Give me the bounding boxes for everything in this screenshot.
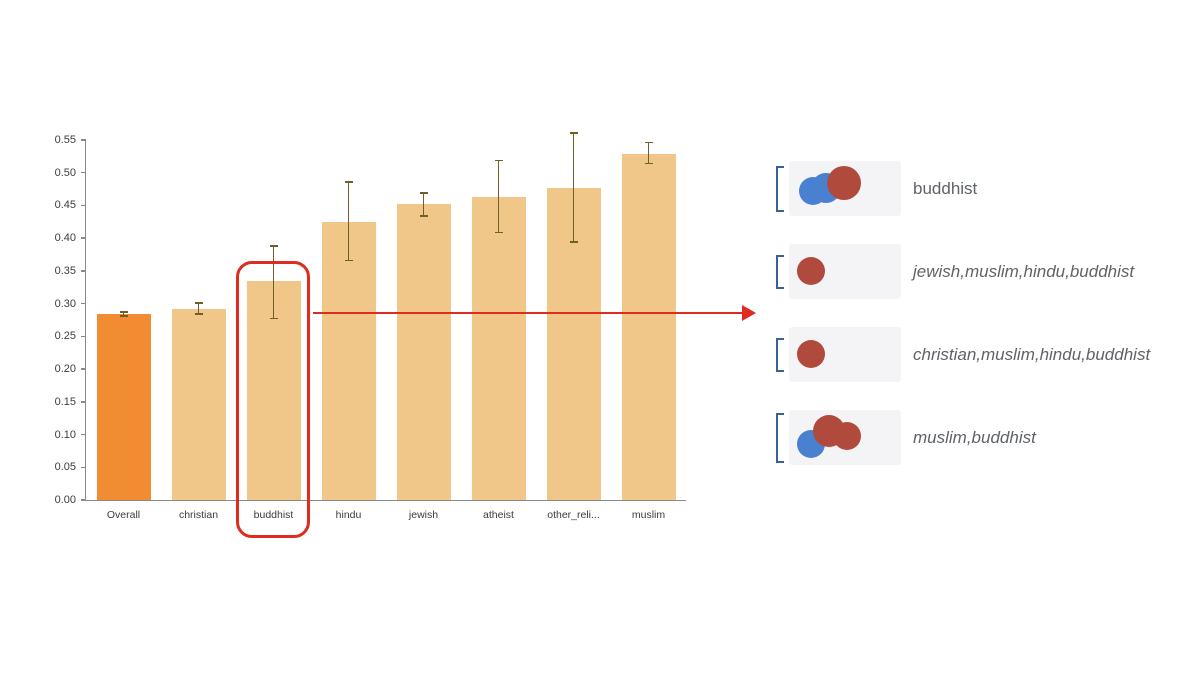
highlight-box	[235, 261, 310, 538]
cluster-label: christian,muslim,hindu,buddhist	[913, 344, 1151, 364]
error-bar	[347, 181, 350, 261]
y-tick-mark	[81, 466, 86, 469]
cluster-bracket-icon	[776, 165, 784, 212]
error-bar	[497, 160, 500, 233]
chart-bar-christian[interactable]	[171, 308, 226, 500]
x-tick-label-hindu: hindu	[335, 509, 362, 521]
y-tick-label: 0.00	[54, 494, 76, 506]
error-bar-cap	[494, 231, 503, 234]
cluster-dots-box	[789, 244, 901, 299]
y-tick-label: 0.55	[54, 134, 76, 146]
y-tick-label: 0.40	[54, 232, 76, 245]
error-bar-cap	[194, 302, 203, 304]
cluster-row-2[interactable]: christian,muslim,hindu,buddhist	[776, 327, 1150, 382]
cluster-bracket-icon	[776, 412, 784, 463]
cluster-dots-box	[789, 410, 901, 465]
y-tick-mark	[81, 139, 86, 141]
error-bar-cap	[569, 241, 578, 243]
y-tick-label: 0.05	[54, 461, 76, 474]
y-tick-label: 0.15	[54, 395, 76, 408]
error-bar	[122, 312, 125, 317]
error-bar-cap	[194, 313, 203, 315]
y-tick-mark	[81, 270, 86, 272]
annotation-arrow-head	[742, 305, 756, 321]
error-bar-cap	[119, 311, 128, 313]
x-tick-label-overall: Overall	[106, 509, 141, 521]
cluster-dots-box	[789, 327, 901, 382]
error-bar-cap	[269, 245, 278, 247]
error-bar	[197, 302, 200, 315]
error-bar	[647, 142, 650, 164]
y-tick-mark	[81, 368, 86, 370]
chart-bar-jewish[interactable]	[396, 204, 451, 500]
error-bar-cap	[419, 192, 428, 194]
red-dot	[827, 166, 861, 200]
x-tick-label-christian: christian	[178, 509, 219, 521]
error-bar-cap	[269, 317, 278, 320]
y-tick-mark	[81, 237, 86, 239]
error-bar-cap	[119, 315, 128, 317]
x-tick-label-buddhist: buddhist	[253, 509, 294, 521]
error-bar	[572, 132, 575, 243]
error-bar-cap	[344, 181, 353, 183]
error-bar-cap	[419, 215, 428, 217]
chart-bar-overall[interactable]	[96, 314, 151, 500]
error-bar-cap	[644, 162, 653, 165]
red-dot	[797, 340, 825, 368]
cluster-row-0[interactable]: buddhist	[776, 161, 1150, 216]
chart-bar-hindu[interactable]	[321, 221, 376, 500]
y-tick-label: 0.50	[54, 166, 76, 179]
x-tick-label-muslim: muslim	[631, 509, 666, 521]
error-bar-cap	[644, 141, 653, 144]
error-bar-cap	[494, 159, 503, 162]
y-tick-label: 0.20	[54, 363, 76, 376]
cluster-label: jewish,muslim,hindu,buddhist	[913, 261, 1135, 281]
error-bar-cap	[344, 259, 353, 262]
y-tick-mark	[81, 433, 86, 436]
y-tick-mark	[81, 302, 86, 305]
cluster-row-3[interactable]: muslim,buddhist	[776, 410, 1150, 465]
y-tick-label: 0.10	[54, 428, 76, 441]
cluster-label: muslim,buddhist	[913, 427, 1036, 447]
error-bar	[272, 246, 275, 319]
plot-area: 0.00 0.05 0.10 0.15 0.20 0.25 0.30 0.35 0.40 0.45…	[55, 132, 686, 521]
y-tick-mark	[81, 499, 86, 501]
x-tick-label-other-reli: other_reli...	[547, 509, 600, 521]
chart-bar-muslim[interactable]	[621, 154, 676, 500]
red-dot	[833, 422, 861, 450]
y-tick-mark	[81, 171, 86, 174]
error-bar-cap	[569, 132, 578, 134]
y-tick-mark	[81, 204, 86, 207]
cluster-bracket-icon	[776, 337, 784, 372]
x-tick-label-jewish: jewish	[408, 509, 439, 521]
cluster-dots-box	[789, 161, 901, 216]
cluster-panel: buddhist jewish,muslim,hindu,buddhist chri…	[776, 161, 1150, 465]
x-tick-label-atheist: atheist	[483, 509, 514, 521]
y-tick-label: 0.45	[54, 199, 76, 212]
annotation-arrow-line	[312, 311, 742, 315]
cluster-bracket-icon	[776, 254, 784, 289]
cluster-row-1[interactable]: jewish,muslim,hindu,buddhist	[776, 244, 1150, 299]
error-bar	[422, 193, 425, 216]
y-tick-label: 0.35	[54, 264, 76, 277]
chart-bar-atheist[interactable]	[471, 196, 526, 500]
y-tick-label: 0.25	[54, 330, 76, 343]
y-tick-label: 0.30	[54, 297, 76, 310]
red-dot	[797, 257, 825, 285]
y-tick-mark	[81, 401, 86, 403]
y-tick-mark	[81, 335, 86, 338]
cluster-label: buddhist	[913, 178, 978, 198]
